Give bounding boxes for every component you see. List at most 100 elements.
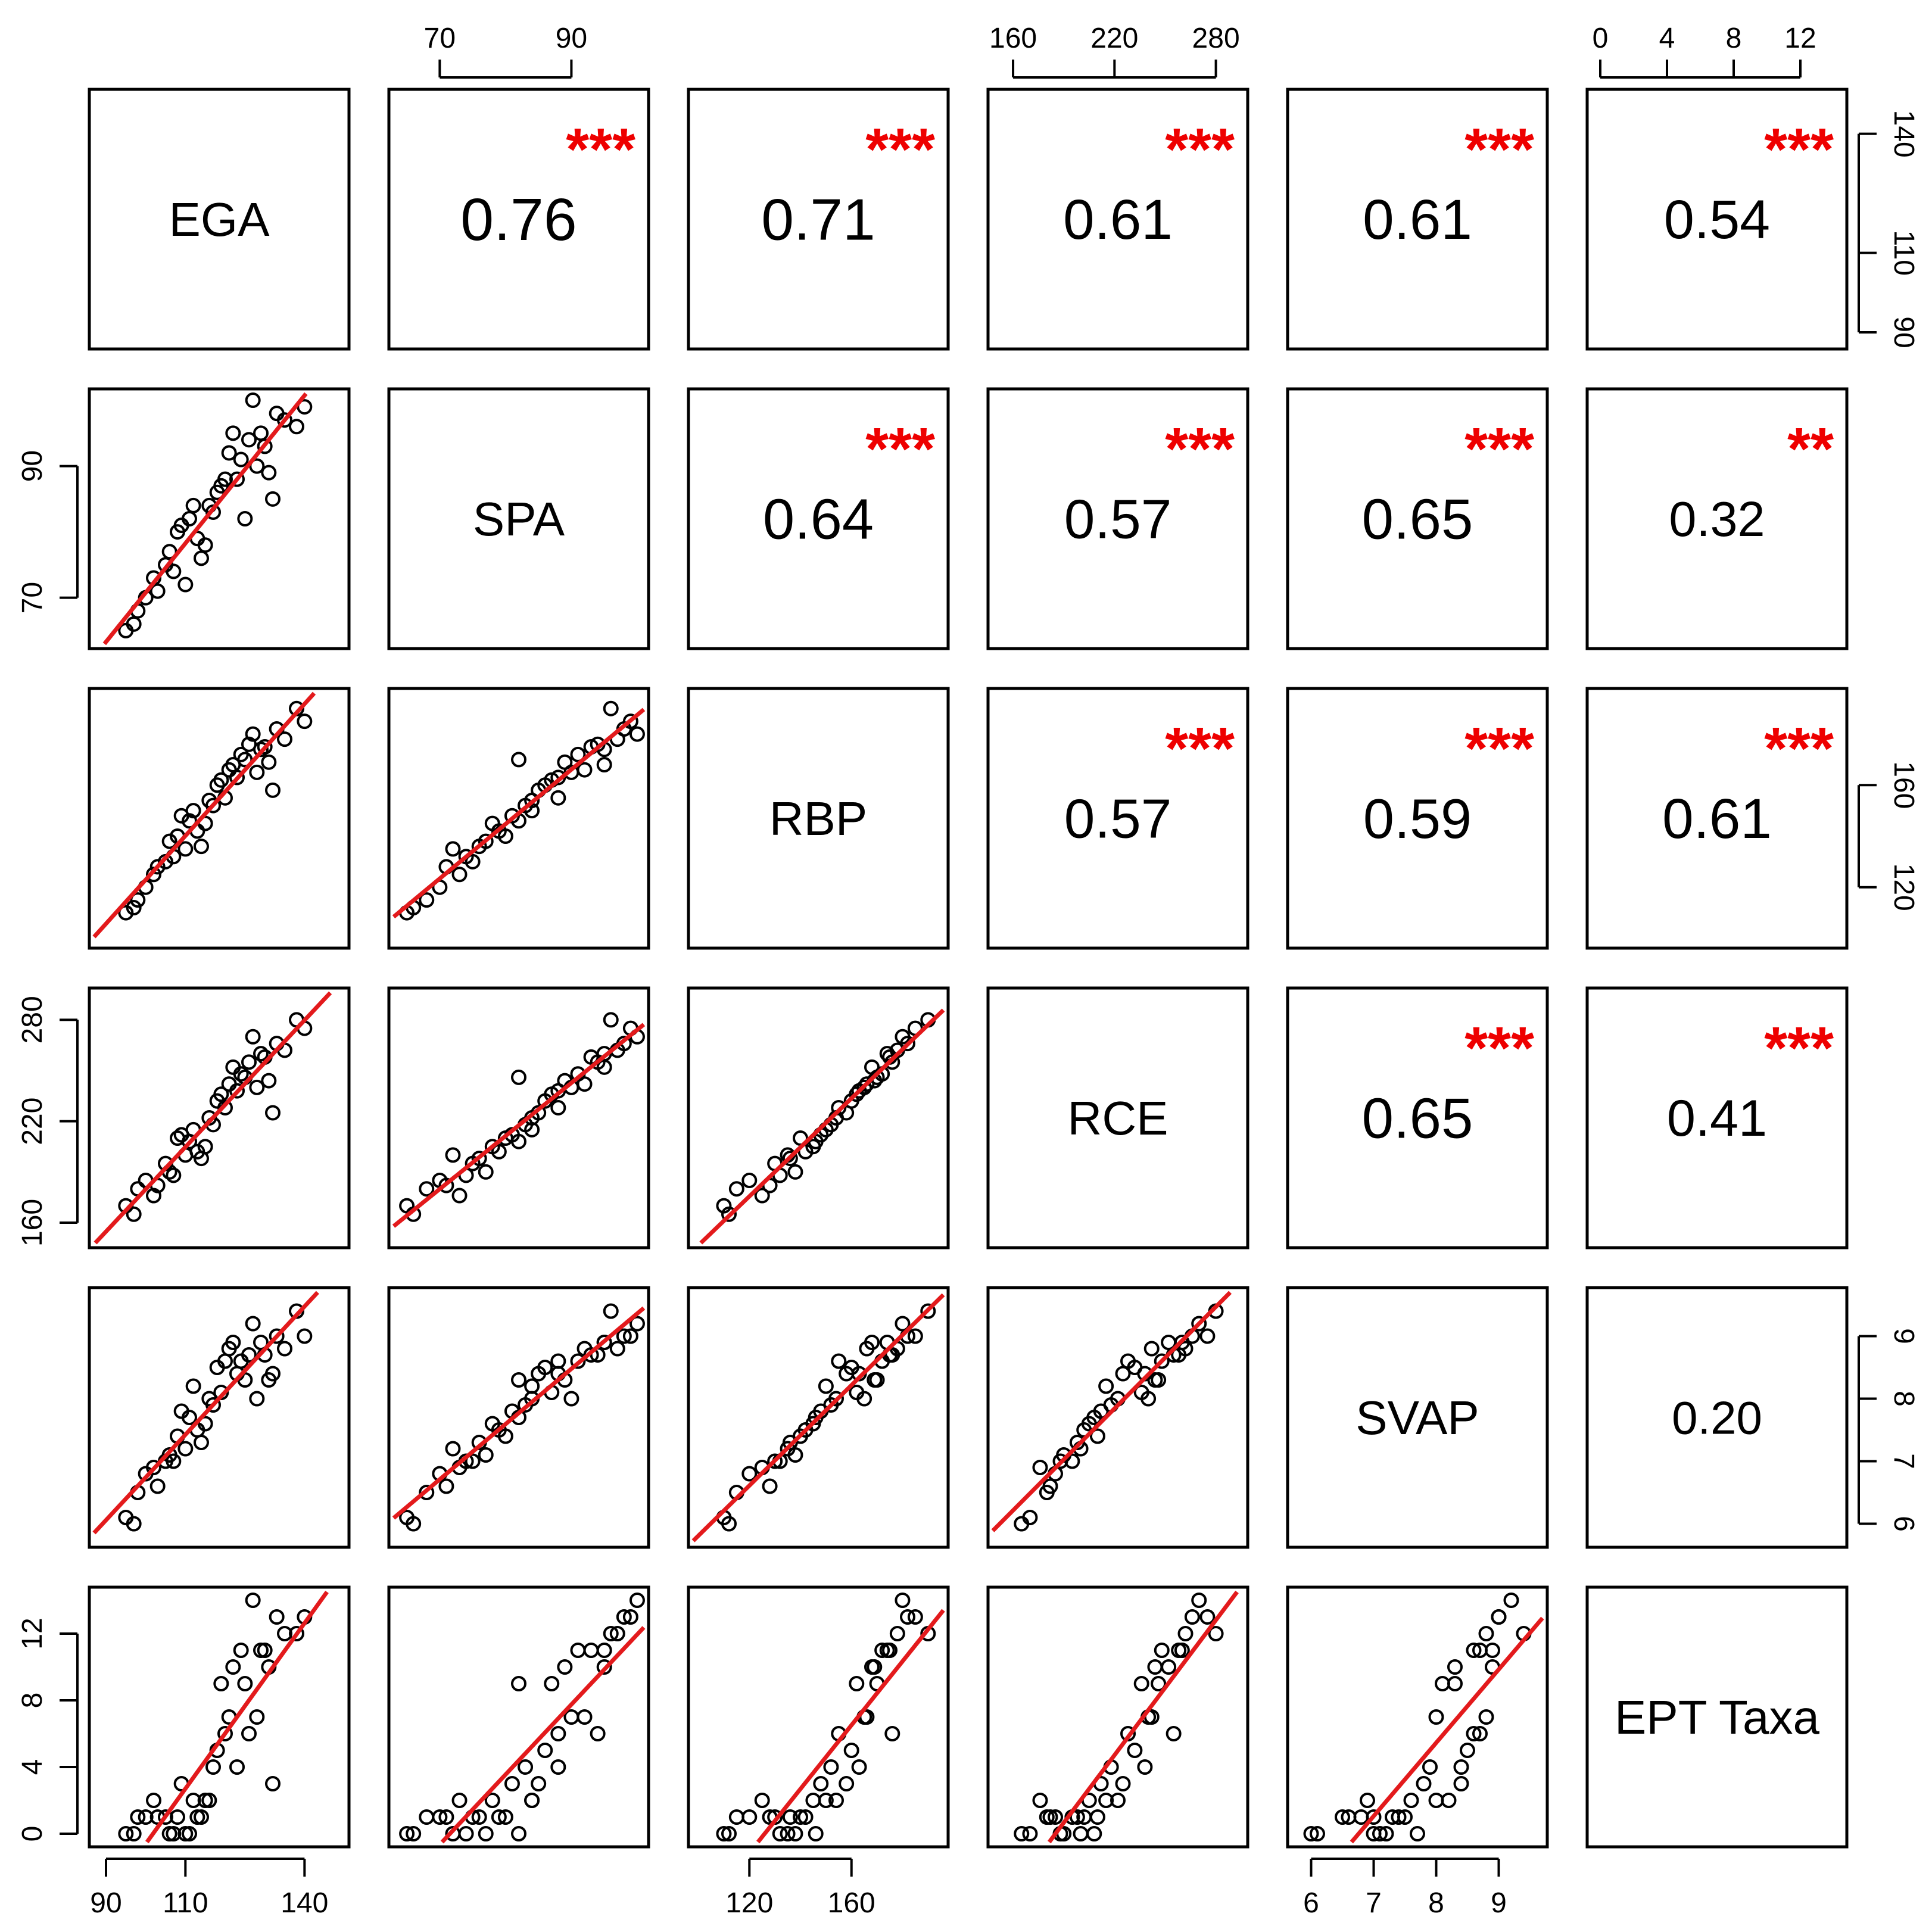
- data-point: [478, 1164, 494, 1180]
- data-point: [577, 1076, 593, 1092]
- data-point: [491, 1422, 507, 1438]
- data-point: [629, 1316, 645, 1332]
- data-point: [524, 1793, 540, 1808]
- significance-stars-2-5: ***: [1764, 715, 1834, 782]
- data-point: [149, 583, 166, 599]
- panel-frame-2-2: [687, 687, 950, 950]
- data-point: [399, 1826, 415, 1841]
- data-point: [616, 1609, 632, 1625]
- x-axis-top-spa: 70 90: [424, 23, 587, 79]
- data-point: [438, 1809, 454, 1825]
- data-point: [149, 859, 166, 875]
- data-point: [831, 1099, 847, 1115]
- correlation-value-1-2: 0.64: [763, 487, 874, 551]
- data-point: [265, 782, 281, 798]
- data-point: [1478, 1626, 1494, 1641]
- variable-label-rbp: RBP: [769, 792, 868, 845]
- data-point: [253, 425, 269, 441]
- data-point: [793, 1809, 808, 1825]
- data-point: [849, 1676, 865, 1691]
- data-point: [289, 1626, 304, 1641]
- panel-frame-4-3: [986, 1286, 1249, 1549]
- regression-line: [1350, 1616, 1544, 1844]
- panel-frame-2-4: [1286, 687, 1549, 950]
- data-point: [1147, 1659, 1163, 1675]
- data-point: [570, 746, 586, 762]
- data-point: [616, 1328, 632, 1344]
- panel-frame-2-0: [88, 687, 351, 950]
- data-point: [478, 1447, 494, 1463]
- data-point: [225, 425, 241, 441]
- data-point: [907, 1609, 923, 1625]
- data-point: [166, 1167, 182, 1183]
- data-point: [269, 406, 285, 422]
- data-point: [920, 1303, 936, 1319]
- data-point: [233, 746, 249, 762]
- data-point: [138, 1809, 154, 1825]
- data-point: [511, 1133, 526, 1149]
- data-point: [1137, 1759, 1153, 1775]
- data-point: [728, 1181, 744, 1197]
- significance-stars-2-4: ***: [1464, 715, 1534, 782]
- data-point: [1110, 1793, 1126, 1808]
- tick-label: 8: [1888, 1391, 1919, 1407]
- data-point: [1151, 1676, 1167, 1691]
- data-point: [1310, 1826, 1325, 1841]
- data-point: [194, 1435, 209, 1450]
- tick-label: 160: [1888, 761, 1919, 809]
- tick-label: 110: [163, 1887, 208, 1919]
- data-point: [406, 1516, 422, 1532]
- data-point: [1485, 1643, 1500, 1658]
- data-point: [194, 1809, 209, 1825]
- data-point: [130, 1809, 146, 1825]
- panel-frame-0-1: [387, 88, 650, 351]
- significance-stars-3-5: ***: [1764, 1015, 1834, 1082]
- data-point: [126, 1516, 142, 1532]
- tick-label: 70: [17, 582, 48, 613]
- data-point: [1089, 1809, 1105, 1825]
- data-point: [537, 1743, 553, 1758]
- panel-frame-1-4: [1286, 387, 1549, 650]
- data-point: [297, 1328, 313, 1344]
- data-point: [1428, 1709, 1444, 1725]
- panel-frame-5-5: [1585, 1585, 1849, 1849]
- x-axis-top-ept-taxa: 0 4 8 12: [1593, 23, 1816, 79]
- panel-frame-5-0: [88, 1585, 351, 1849]
- x-axis-bottom-svap: 6 7 8 9: [1303, 1858, 1507, 1919]
- data-point: [524, 793, 540, 808]
- scatter-panel-ept-taxa-vs-svap: [1303, 1593, 1544, 1844]
- data-point: [1366, 1826, 1382, 1841]
- scatter-panel-svap-vs-spa: [392, 1303, 646, 1532]
- data-point: [1032, 1460, 1048, 1475]
- data-point: [797, 1809, 814, 1825]
- data-point: [780, 1826, 796, 1841]
- tick-label: 160: [989, 23, 1037, 54]
- tick-label: 220: [1090, 23, 1138, 54]
- data-point: [118, 1826, 134, 1841]
- data-point: [823, 1759, 839, 1775]
- variable-label-ega: EGA: [169, 193, 270, 246]
- data-point: [1174, 1335, 1190, 1350]
- data-point: [1127, 1743, 1143, 1758]
- regression-line: [1047, 1590, 1239, 1844]
- data-point: [126, 1826, 142, 1841]
- data-point: [185, 1378, 201, 1394]
- y-axis-left-ept-taxa: 0 4 8 12: [17, 1618, 79, 1841]
- significance-stars-0-2: ***: [865, 116, 935, 183]
- data-point: [1491, 1609, 1507, 1625]
- data-point: [261, 465, 277, 481]
- data-point: [1086, 1410, 1102, 1425]
- data-point: [221, 445, 237, 461]
- data-point: [146, 1793, 161, 1808]
- data-point: [1428, 1793, 1444, 1808]
- data-point: [884, 1347, 900, 1363]
- scatter-panel-rbp-vs-spa: [392, 700, 646, 921]
- tick-label: 120: [1888, 864, 1919, 911]
- correlation-value-4-5: 0.20: [1672, 1391, 1762, 1444]
- data-point: [1032, 1793, 1048, 1808]
- data-point: [524, 1378, 540, 1394]
- panel-frame-0-5: [1585, 88, 1849, 351]
- data-point: [209, 1360, 225, 1375]
- panel-frame-3-3: [986, 986, 1249, 1249]
- data-point: [161, 833, 177, 849]
